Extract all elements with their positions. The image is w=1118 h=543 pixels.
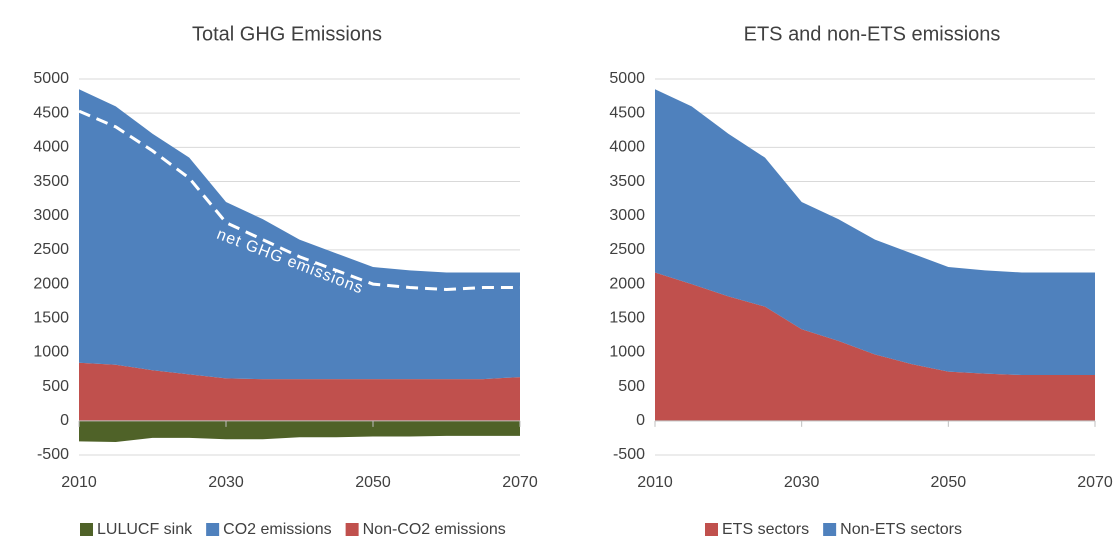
- y-tick-label: 4500: [33, 104, 69, 121]
- area: [655, 272, 1095, 421]
- legend-swatch: [705, 523, 718, 536]
- chart-title: ETS and non-ETS emissions: [744, 23, 1001, 45]
- y-tick-label: 4500: [609, 104, 645, 121]
- y-tick-label: 1500: [609, 309, 645, 326]
- y-tick-label: 4000: [33, 139, 69, 156]
- x-tick-label: 2070: [502, 474, 538, 491]
- legend-label: LULUCF sink: [97, 521, 193, 538]
- y-tick-label: 5000: [33, 70, 69, 87]
- x-tick-label: 2050: [355, 474, 391, 491]
- y-tick-label: 3000: [609, 207, 645, 224]
- y-tick-label: 1000: [609, 344, 645, 361]
- y-tick-label: 1000: [33, 344, 69, 361]
- x-tick-label: 2050: [931, 474, 967, 491]
- legend-swatch: [823, 523, 837, 536]
- y-tick-label: 3500: [609, 173, 645, 190]
- y-tick-label: 0: [60, 412, 69, 429]
- y-tick-label: 500: [618, 378, 645, 395]
- x-tick-label: 2030: [208, 474, 244, 491]
- legend-swatch: [80, 523, 93, 536]
- x-tick-label: 2010: [637, 474, 673, 491]
- y-tick-label: 0: [636, 412, 645, 429]
- y-tick-label: 500: [42, 378, 69, 395]
- area: [79, 89, 520, 380]
- y-tick-label: 1500: [33, 309, 69, 326]
- y-tick-label: 2500: [609, 241, 645, 258]
- area: [79, 362, 520, 421]
- y-tick-label: -500: [37, 446, 69, 463]
- y-tick-label: 2000: [33, 275, 69, 292]
- legend-label: Non-ETS sectors: [840, 521, 962, 538]
- legend-label: ETS sectors: [722, 521, 809, 538]
- net-line: [78, 109, 520, 292]
- legend-label: CO2 emissions: [223, 521, 331, 538]
- y-tick-label: 2500: [33, 241, 69, 258]
- y-tick-label: 3000: [33, 207, 69, 224]
- legend-swatch: [206, 523, 220, 536]
- y-tick-label: 5000: [609, 70, 645, 87]
- area: [79, 420, 520, 443]
- area: [655, 89, 1095, 376]
- x-tick-label: 2070: [1077, 474, 1113, 491]
- y-tick-label: 4000: [609, 139, 645, 156]
- chart-title: Total GHG Emissions: [192, 23, 382, 45]
- legend-label: Non-CO2 emissions: [363, 521, 506, 538]
- legend-swatch: [345, 523, 359, 536]
- y-tick-label: -500: [613, 446, 645, 463]
- y-tick-label: 3500: [33, 173, 69, 190]
- x-tick-label: 2010: [61, 474, 97, 491]
- y-tick-label: 2000: [609, 275, 645, 292]
- x-tick-label: 2030: [784, 474, 820, 491]
